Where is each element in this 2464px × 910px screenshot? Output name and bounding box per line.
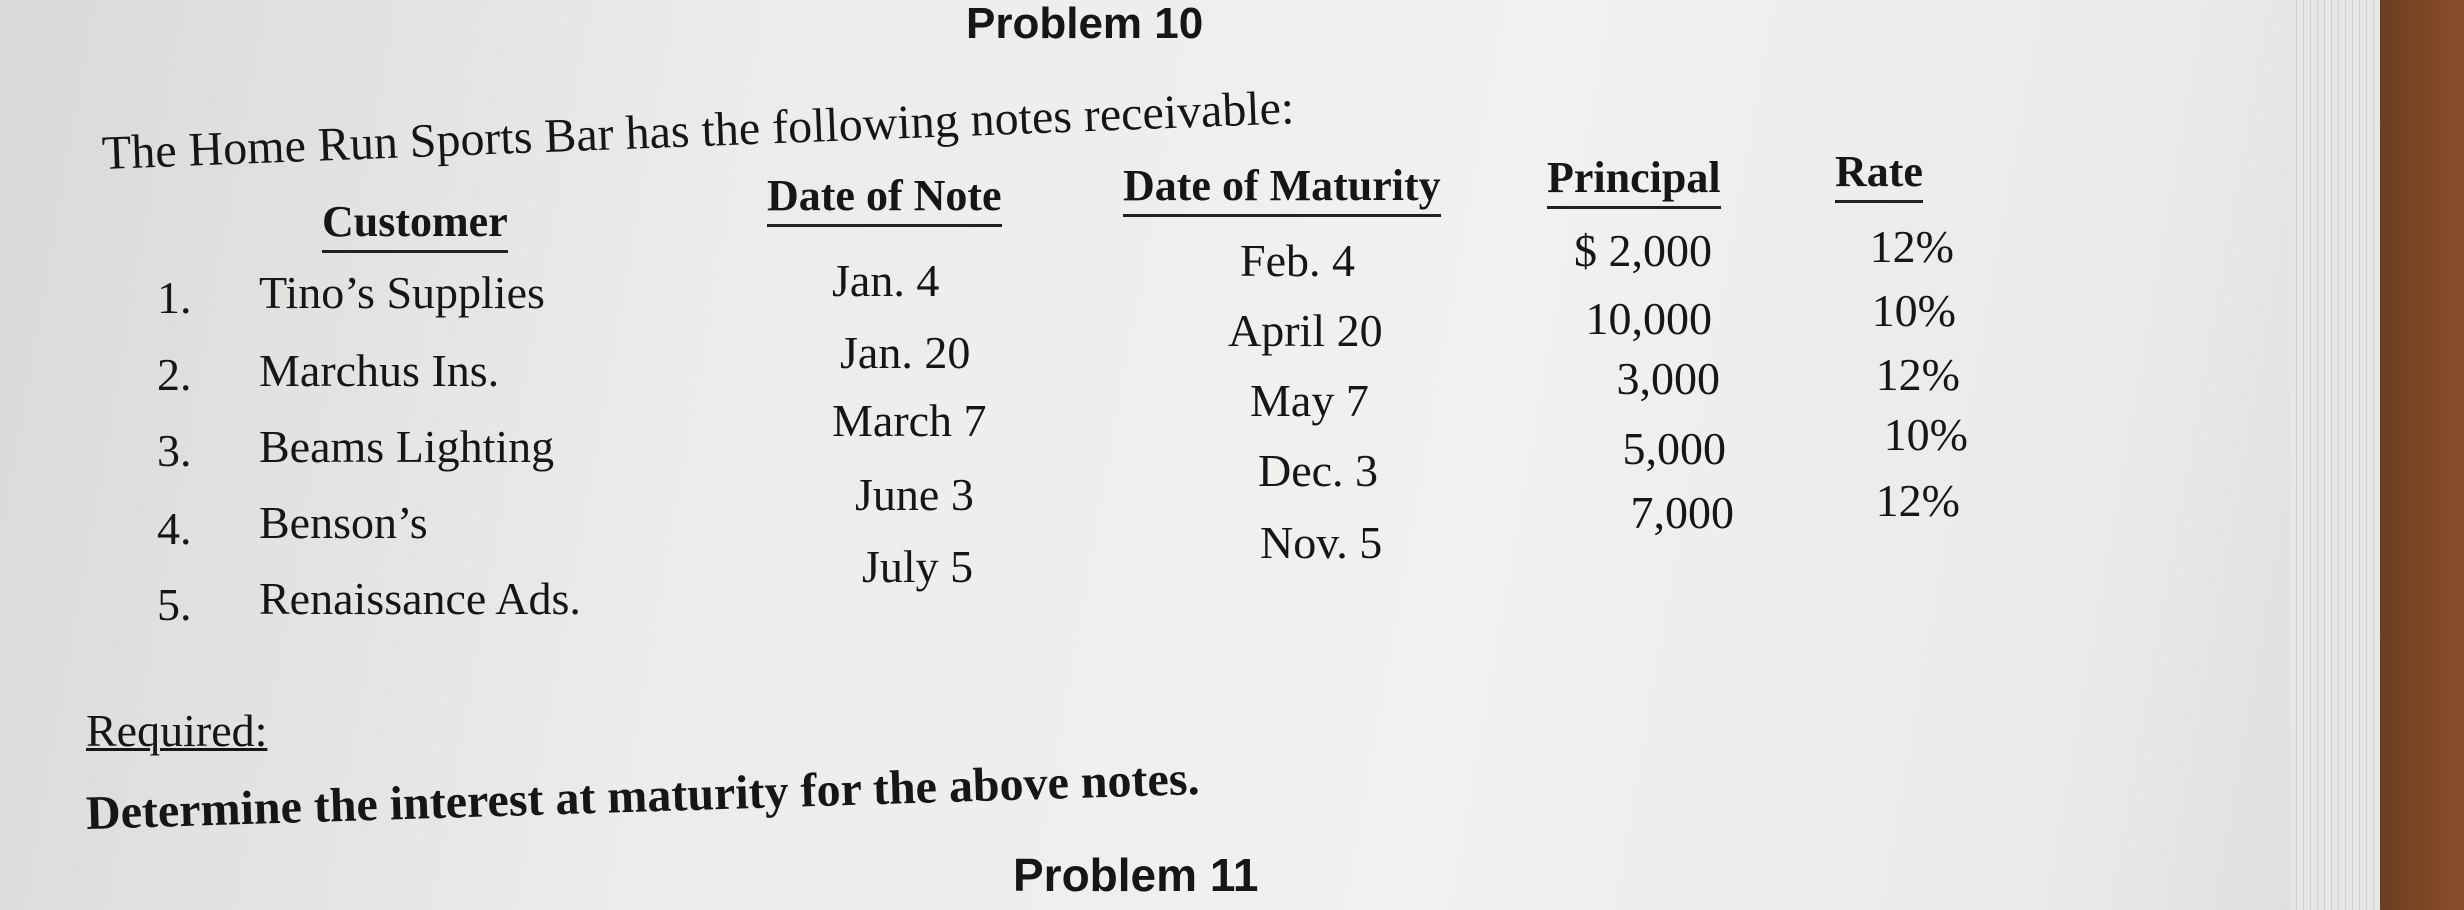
date-of-note-cell: Jan. 20 — [840, 327, 971, 378]
rate-cell: 12% — [1875, 475, 1960, 526]
row-number: 2. — [157, 349, 192, 400]
row-number: 1. — [157, 272, 192, 323]
customer-cell: Beams Lighting — [259, 421, 555, 472]
date-of-maturity-cell: May 7 — [1250, 375, 1369, 426]
required-text: Determine the interest at maturity for t… — [85, 752, 1201, 840]
date-of-maturity-cell: Feb. 4 — [1240, 235, 1355, 286]
customer-cell: Benson’s — [259, 497, 428, 548]
principal-cell: 5,000 — [1622, 423, 1727, 474]
rate-cell: 12% — [1869, 221, 1954, 272]
problem-title: Problem 10 — [966, 0, 1204, 48]
rate-cell: 10% — [1871, 285, 1956, 336]
row-number: 5. — [157, 579, 192, 630]
rate-cell: 10% — [1883, 409, 1968, 460]
principal-cell: 7,000 — [1630, 487, 1735, 538]
header-principal: Principal — [1547, 156, 1721, 209]
date-of-note-cell: March 7 — [832, 395, 987, 446]
principal-cell: $ 2,000 — [1574, 225, 1712, 276]
row-number: 3. — [157, 425, 192, 476]
intro-text: The Home Run Sports Bar has the followin… — [100, 81, 1296, 180]
header-date-of-maturity: Date of Maturity — [1123, 164, 1441, 217]
date-of-note-cell: June 3 — [855, 469, 974, 520]
row-number: 4. — [157, 503, 192, 554]
date-of-note-cell: Jan. 4 — [832, 255, 940, 306]
page-stack-edge — [2290, 0, 2380, 910]
principal-cell: 3,000 — [1616, 353, 1721, 404]
principal-cell: 10,000 — [1585, 293, 1713, 344]
customer-cell: Marchus Ins. — [259, 345, 500, 396]
rate-cell: 12% — [1875, 349, 1960, 400]
customer-cell: Renaissance Ads. — [259, 573, 581, 624]
date-of-note-cell: July 5 — [862, 541, 974, 592]
next-problem-title: Problem 11 — [1013, 849, 1259, 901]
required-label: Required: — [86, 705, 268, 756]
date-of-maturity-cell: April 20 — [1228, 305, 1383, 356]
desk-background — [2380, 0, 2464, 910]
customer-cell: Tino’s Supplies — [259, 267, 545, 318]
header-rate: Rate — [1835, 150, 1923, 203]
date-of-maturity-cell: Dec. 3 — [1258, 445, 1379, 496]
header-customer: Customer — [322, 200, 508, 253]
header-date-of-note: Date of Note — [767, 174, 1002, 227]
date-of-maturity-cell: Nov. 5 — [1260, 517, 1383, 568]
